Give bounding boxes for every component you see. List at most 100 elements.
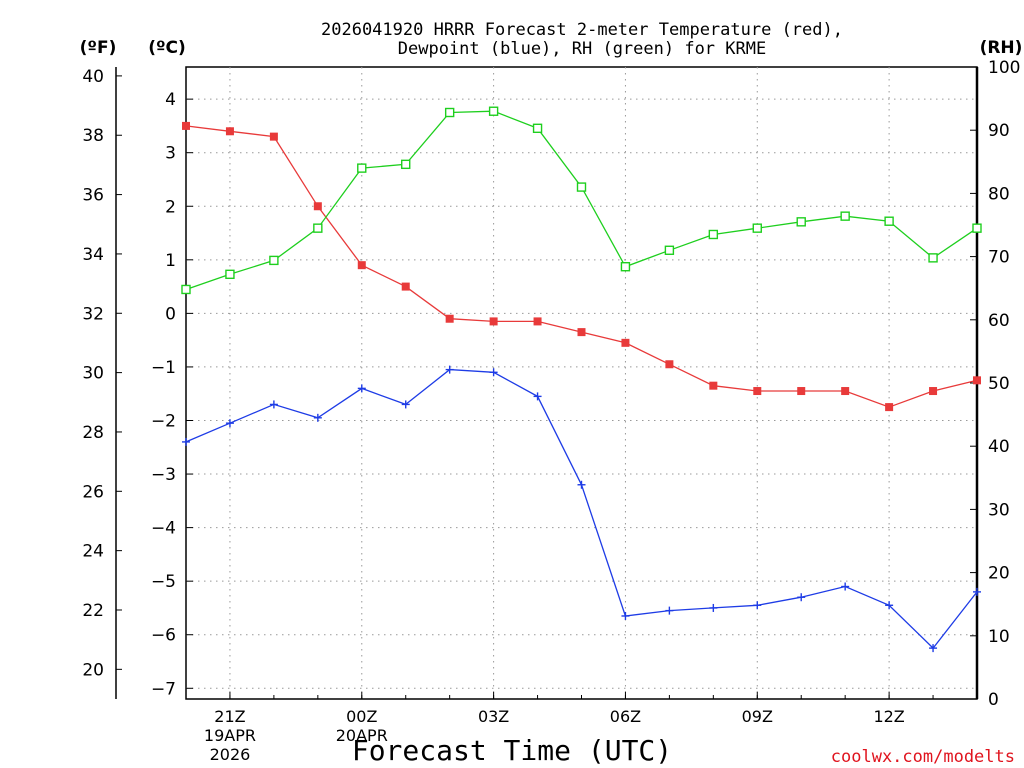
plot-frame	[185, 66, 978, 700]
rh-point	[664, 245, 675, 255]
fahrenheit-tick-label: 22	[82, 601, 104, 621]
dewpoint-point	[225, 419, 234, 428]
celsius-unit-label: (ºC)	[148, 38, 186, 58]
rh-point	[357, 163, 367, 173]
temperature-point	[797, 387, 806, 396]
dewpoint-point	[445, 365, 454, 374]
dewpoint-point	[489, 368, 498, 377]
rh-tick-label: 80	[988, 184, 1010, 204]
x-tick-label: 06Z	[610, 707, 641, 726]
dewpoint-point	[973, 587, 981, 596]
celsius-tick-label: 0	[165, 304, 176, 324]
celsius-tick-label: −7	[151, 679, 176, 699]
rh-point	[884, 216, 894, 226]
rh-tick-label: 40	[988, 437, 1010, 457]
temperature-point	[225, 127, 234, 136]
rh-point	[225, 269, 235, 279]
rh-tick-label: 30	[988, 500, 1010, 520]
temperature-point	[665, 360, 674, 369]
dewpoint-point	[797, 593, 806, 602]
x-tick-label: 03Z	[478, 707, 509, 726]
rh-tick-label: 50	[988, 374, 1010, 394]
fahrenheit-unit-label: (ºF)	[80, 38, 117, 58]
temperature-point	[533, 317, 542, 326]
fahrenheit-tick-label: 38	[82, 126, 104, 146]
fahrenheit-tick-label: 40	[82, 67, 104, 87]
rh-tick-label: 0	[988, 690, 999, 710]
temperature-point	[445, 314, 454, 323]
rh-tick-label: 20	[988, 564, 1010, 584]
temperature-point	[621, 338, 630, 347]
temperature-point	[709, 381, 718, 390]
rh-point	[840, 211, 850, 221]
x-tick-label: 21Z	[214, 707, 245, 726]
celsius-tick-label: −5	[151, 572, 176, 592]
x-axis-label: Forecast Time (UTC)	[352, 734, 672, 767]
x-tick-label: 12Z	[873, 707, 904, 726]
chart-title-line1: 2026041920 HRRR Forecast 2-meter Tempera…	[321, 20, 843, 40]
rh-point	[444, 107, 455, 118]
rh-point	[752, 223, 762, 233]
rh-line	[185, 110, 978, 291]
dewpoint-point	[533, 392, 542, 401]
dewpoint-point	[269, 400, 278, 409]
fahrenheit-tick-label: 30	[82, 364, 104, 384]
celsius-tick-label: 3	[165, 144, 176, 164]
chart-title-line2: Dewpoint (blue), RH (green) for KRME	[398, 39, 766, 59]
celsius-tick-label: −6	[151, 626, 176, 646]
rh-point	[488, 106, 499, 116]
rh-point	[620, 262, 631, 272]
temperature-point	[973, 376, 981, 385]
fahrenheit-tick-label: 26	[82, 482, 104, 502]
rh-point	[576, 182, 587, 192]
dewpoint-point	[929, 644, 938, 653]
fahrenheit-tick-label: 20	[82, 660, 104, 680]
fahrenheit-tick-label: 24	[82, 542, 104, 562]
fahrenheit-tick-label: 34	[82, 245, 104, 265]
dewpoint-point	[841, 582, 850, 591]
dewpoint-point	[357, 384, 366, 393]
fahrenheit-tick-label: 28	[82, 423, 104, 443]
fahrenheit-tick-label: 32	[82, 304, 104, 324]
rh-point	[708, 229, 719, 240]
temperature-point	[401, 282, 410, 291]
rh-tick-label: 60	[988, 311, 1010, 331]
x-tick-label: 00Z	[346, 707, 377, 726]
rh-point	[972, 223, 982, 233]
rh-point	[796, 217, 806, 227]
rh-point	[269, 255, 279, 266]
axis-ticks: −7−6−5−4−3−2−101234202224262830323436384…	[82, 58, 1020, 764]
temperature-point	[489, 317, 498, 326]
rh-tick-label: 90	[988, 121, 1010, 141]
source-credit: coolwx.com/modelts	[831, 747, 1015, 767]
rh-unit-label: (RH)	[980, 38, 1023, 58]
celsius-tick-label: 4	[165, 90, 176, 110]
temperature-point	[577, 328, 586, 337]
rh-point	[928, 253, 938, 263]
rh-tick-label: 70	[988, 248, 1010, 268]
celsius-tick-label: −4	[151, 519, 176, 539]
rh-tick-label: 100	[988, 58, 1020, 78]
temperature-point	[182, 121, 190, 130]
temperature-point	[357, 261, 366, 270]
fahrenheit-tick-label: 36	[82, 186, 104, 206]
temperature-point	[753, 387, 762, 396]
temperature-point	[841, 387, 850, 396]
dewpoint-point	[665, 606, 674, 615]
celsius-tick-label: −3	[151, 465, 176, 485]
celsius-tick-label: 1	[165, 251, 176, 271]
rh-point	[181, 284, 191, 295]
rh-tick-label: 10	[988, 627, 1010, 647]
dewpoint-line	[185, 368, 978, 650]
dewpoint-point	[621, 611, 630, 620]
temperature-line	[185, 125, 978, 408]
temperature-point	[929, 387, 938, 396]
dewpoint-point	[709, 603, 718, 612]
dewpoint-point	[313, 413, 322, 422]
x-tick-label: 19APR	[204, 726, 256, 745]
celsius-tick-label: −2	[151, 411, 176, 431]
temperature-point	[269, 132, 278, 141]
rh-point	[313, 223, 323, 233]
temperature-point	[313, 202, 322, 211]
